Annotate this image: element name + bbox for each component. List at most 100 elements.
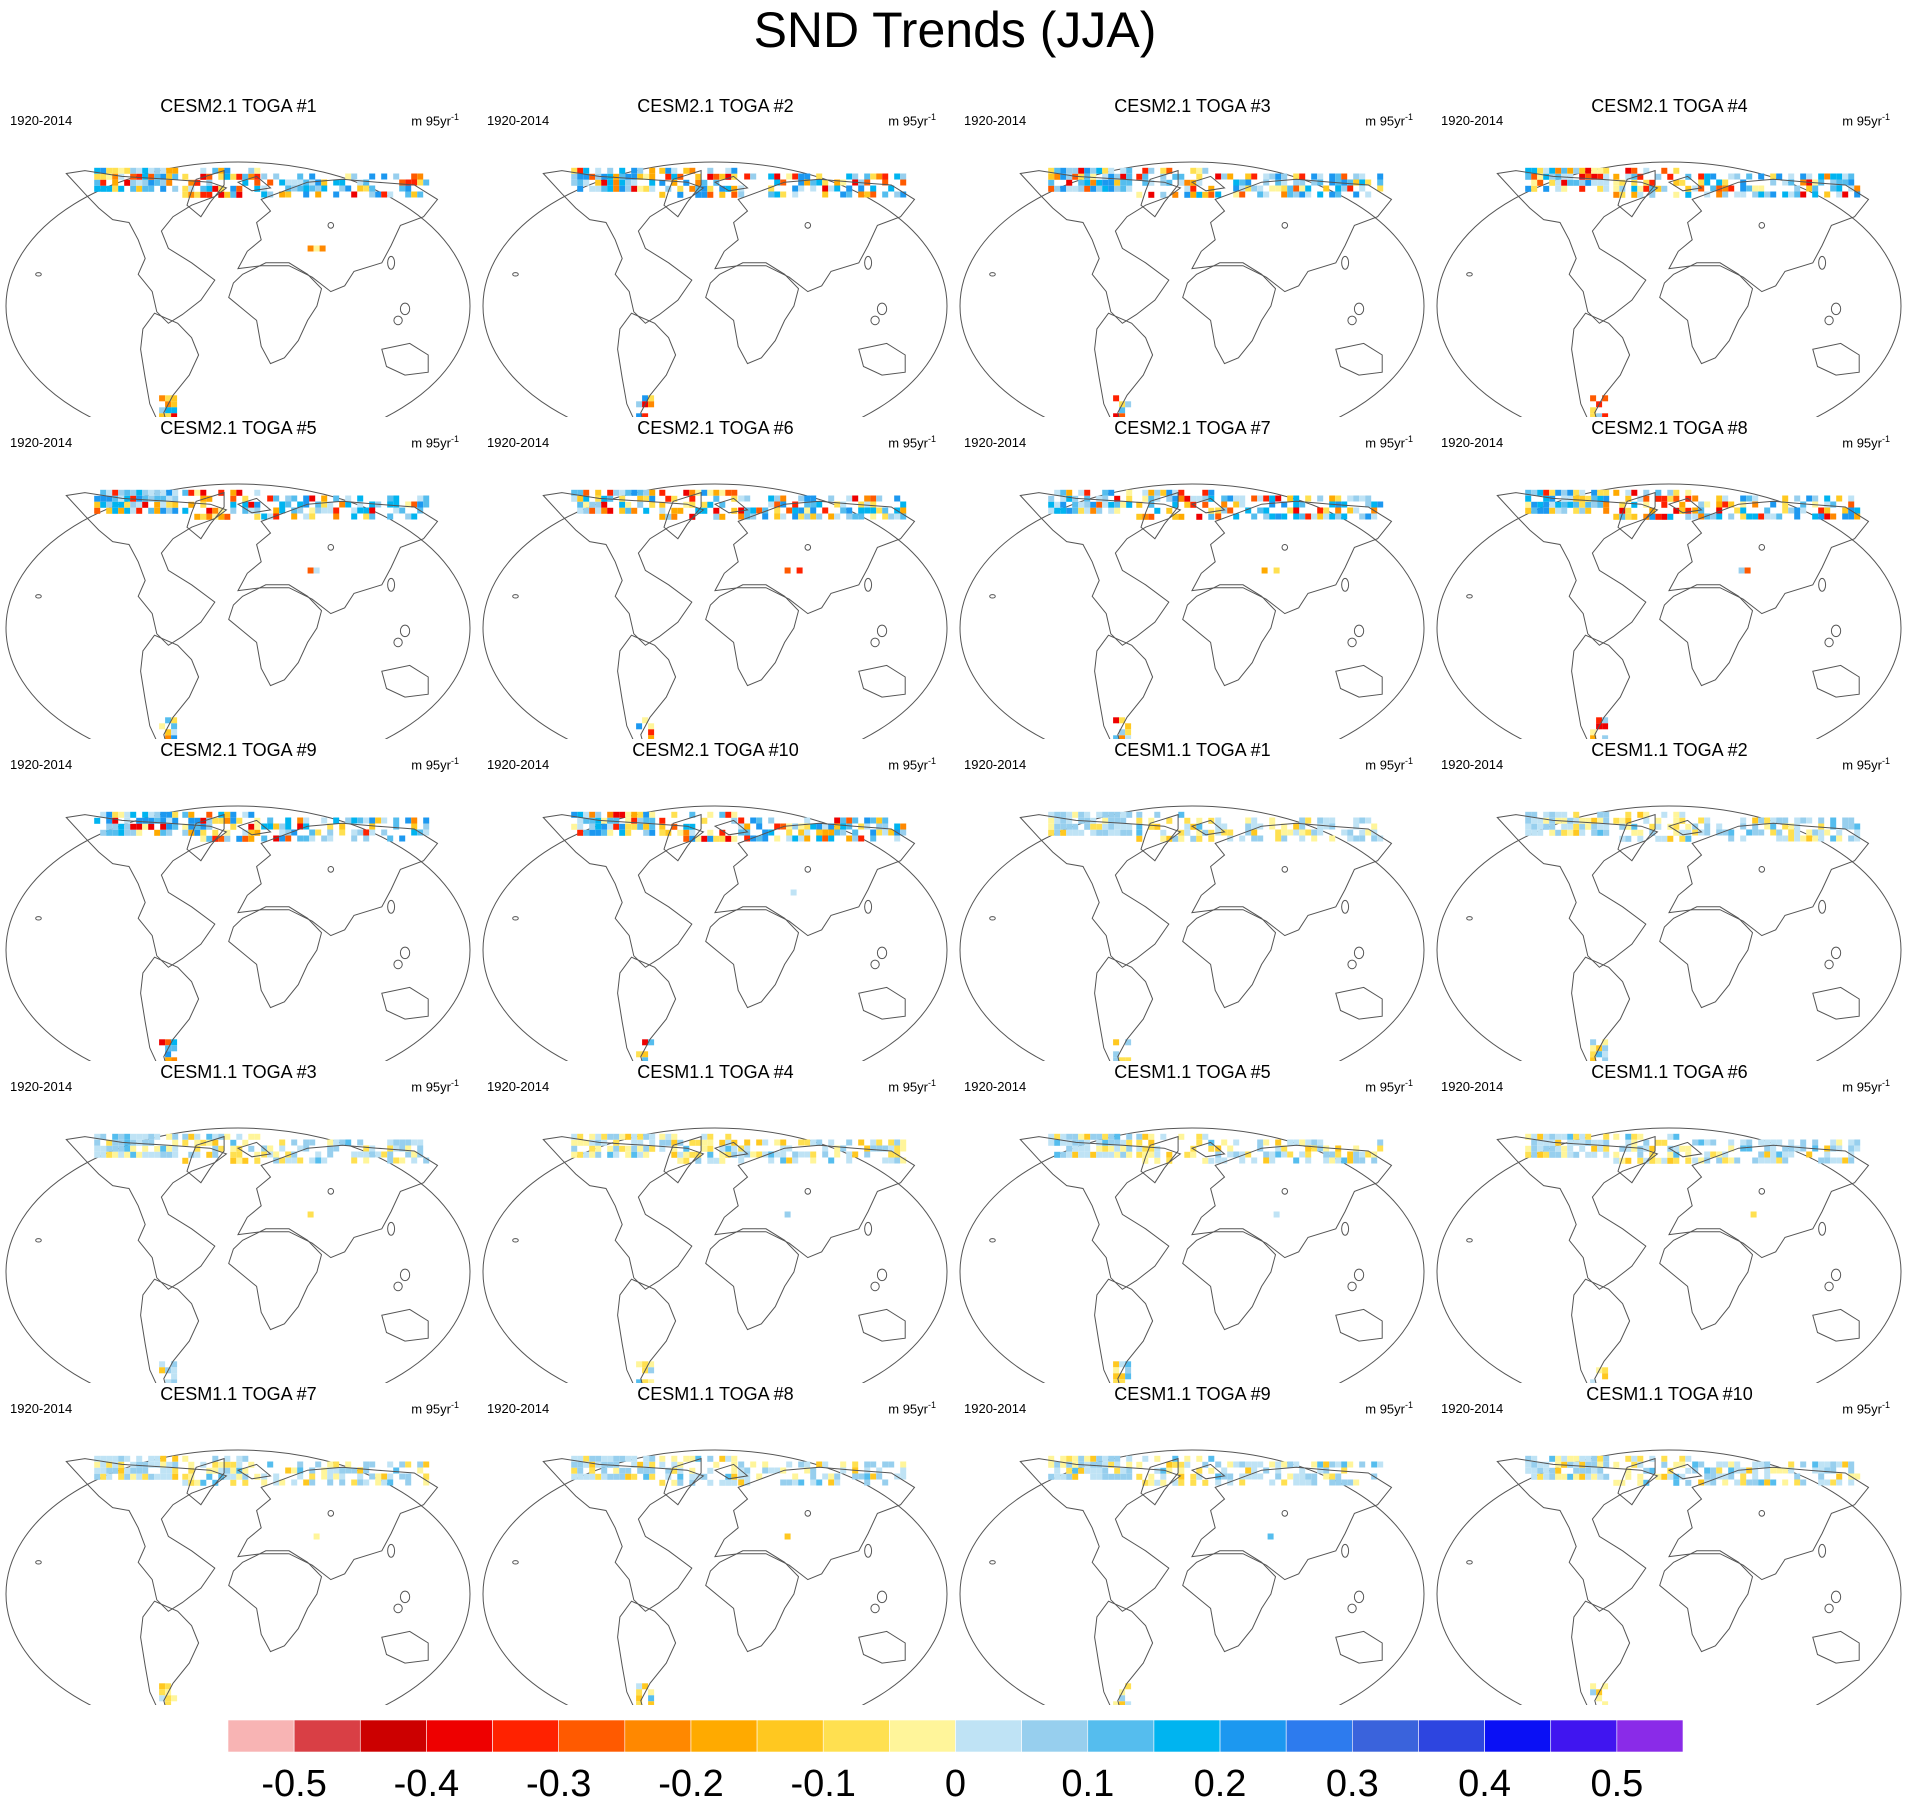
units-base: m 95yr xyxy=(411,113,451,129)
colorbar: -0.5 -0.4 -0.3 -0.2 -0.1 0 0.1 0.2 0.3 0.4 0.5 xyxy=(227,1719,1684,1802)
colorbar-swatch xyxy=(1550,1719,1618,1753)
map-panel: CESM2.1 TOGA #3 1920-2014 m 95yr-1 xyxy=(954,95,1431,417)
map-svg xyxy=(1436,483,1902,739)
panel-period: 1920-2014 xyxy=(10,1401,73,1416)
panel-units: m 95yr-1 xyxy=(1365,753,1413,773)
map-17 xyxy=(5,1449,471,1705)
trend-cells xyxy=(94,1455,430,1705)
panel-units: m 95yr-1 xyxy=(1365,1075,1413,1095)
panel-period: 1920-2014 xyxy=(964,1079,1027,1094)
map-14 xyxy=(482,1127,948,1383)
colorbar-swatch xyxy=(426,1719,493,1753)
trend-cells xyxy=(1048,167,1384,417)
trend-cells xyxy=(1525,1133,1861,1383)
panel-title: CESM1.1 TOGA #8 xyxy=(637,1384,794,1404)
map-svg xyxy=(482,483,948,739)
units-exponent: -1 xyxy=(927,1400,936,1410)
units-base: m 95yr xyxy=(1365,757,1405,773)
colorbar-swatch xyxy=(1418,1719,1485,1753)
panel-period: 1920-2014 xyxy=(1441,1401,1504,1416)
panel-units: m 95yr-1 xyxy=(411,1075,459,1095)
panel-units: m 95yr-1 xyxy=(888,753,936,773)
panel-title: CESM1.1 TOGA #5 xyxy=(1114,1062,1271,1082)
map-svg xyxy=(1436,161,1902,417)
units-exponent: -1 xyxy=(1404,112,1413,122)
units-exponent: -1 xyxy=(450,756,459,766)
colorbar-swatch xyxy=(359,1719,427,1753)
map-panel: CESM1.1 TOGA #4 1920-2014 m 95yr-1 xyxy=(477,1061,954,1383)
map-panel: CESM1.1 TOGA #9 1920-2014 m 95yr-1 xyxy=(954,1383,1431,1705)
colorbar-swatch xyxy=(1616,1719,1684,1753)
map-8 xyxy=(1436,483,1902,739)
panel-units: m 95yr-1 xyxy=(888,1075,936,1095)
panel-title: CESM1.1 TOGA #6 xyxy=(1591,1062,1748,1082)
colorbar-swatch xyxy=(492,1719,559,1753)
units-exponent: -1 xyxy=(1881,434,1890,444)
colorbar-tick-label: 0.1 xyxy=(1061,1763,1114,1802)
trend-cells xyxy=(571,489,907,739)
colorbar-tick-label: -0.1 xyxy=(790,1763,855,1802)
map-18 xyxy=(482,1449,948,1705)
panel-title: CESM2.1 TOGA #4 xyxy=(1591,96,1748,116)
trend-cells xyxy=(94,1133,430,1383)
panel-period: 1920-2014 xyxy=(964,757,1027,772)
colorbar-tick-label: 0.5 xyxy=(1590,1763,1643,1802)
units-base: m 95yr xyxy=(411,757,451,773)
map-panel: CESM1.1 TOGA #7 1920-2014 m 95yr-1 xyxy=(0,1383,477,1705)
trend-cells xyxy=(1048,1133,1384,1383)
panel-units: m 95yr-1 xyxy=(1842,109,1890,129)
panel-title: CESM2.1 TOGA #7 xyxy=(1114,418,1271,438)
map-panel: CESM2.1 TOGA #10 1920-2014 m 95yr-1 xyxy=(477,739,954,1061)
units-exponent: -1 xyxy=(1404,1078,1413,1088)
units-exponent: -1 xyxy=(1404,1400,1413,1410)
trend-cells xyxy=(571,167,907,417)
map-panel: CESM1.1 TOGA #8 1920-2014 m 95yr-1 xyxy=(477,1383,954,1705)
colorbar-swatch xyxy=(624,1719,692,1753)
panel-title: CESM1.1 TOGA #10 xyxy=(1586,1384,1753,1404)
colorbar-swatch xyxy=(1087,1719,1155,1753)
map-2 xyxy=(482,161,948,417)
colorbar-swatch xyxy=(227,1719,295,1753)
units-exponent: -1 xyxy=(450,434,459,444)
units-base: m 95yr xyxy=(1842,113,1882,129)
map-20 xyxy=(1436,1449,1902,1705)
units-base: m 95yr xyxy=(1365,1401,1405,1417)
figure-title: SND Trends (JJA) xyxy=(753,2,1157,58)
units-exponent: -1 xyxy=(450,1400,459,1410)
colorbar-swatch xyxy=(822,1719,890,1753)
panel-units: m 95yr-1 xyxy=(1365,431,1413,451)
panel-units: m 95yr-1 xyxy=(411,753,459,773)
panel-units: m 95yr-1 xyxy=(411,1397,459,1417)
units-base: m 95yr xyxy=(1842,1401,1882,1417)
map-svg xyxy=(5,161,471,417)
units-exponent: -1 xyxy=(1881,1078,1890,1088)
map-9 xyxy=(5,805,471,1061)
panel-title: CESM1.1 TOGA #9 xyxy=(1114,1384,1271,1404)
map-svg xyxy=(5,805,471,1061)
map-svg xyxy=(482,1449,948,1705)
map-15 xyxy=(959,1127,1425,1383)
map-svg xyxy=(1436,1449,1902,1705)
panel-title: CESM1.1 TOGA #1 xyxy=(1114,740,1271,760)
colorbar-swatch xyxy=(690,1719,758,1753)
map-panel: CESM2.1 TOGA #5 1920-2014 m 95yr-1 xyxy=(0,417,477,739)
colorbar-tick-label: 0 xyxy=(945,1763,966,1802)
trend-cells xyxy=(1048,1455,1384,1705)
map-10 xyxy=(482,805,948,1061)
colorbar-swatch xyxy=(558,1719,626,1753)
map-panel: CESM1.1 TOGA #2 1920-2014 m 95yr-1 xyxy=(1431,739,1908,1061)
colorbar-swatch xyxy=(1285,1719,1353,1753)
panel-units: m 95yr-1 xyxy=(1365,109,1413,129)
colorbar-tick-label: -0.5 xyxy=(261,1763,326,1802)
map-panel: CESM1.1 TOGA #6 1920-2014 m 95yr-1 xyxy=(1431,1061,1908,1383)
units-exponent: -1 xyxy=(450,112,459,122)
map-svg xyxy=(5,483,471,739)
panel-period: 1920-2014 xyxy=(10,435,73,450)
map-panel: CESM2.1 TOGA #1 1920-2014 m 95yr-1 xyxy=(0,95,477,417)
map-panel: CESM2.1 TOGA #4 1920-2014 m 95yr-1 xyxy=(1431,95,1908,417)
panel-title: CESM1.1 TOGA #2 xyxy=(1591,740,1748,760)
map-16 xyxy=(1436,1127,1902,1383)
map-11 xyxy=(959,805,1425,1061)
map-svg xyxy=(5,1127,471,1383)
map-4 xyxy=(1436,161,1902,417)
